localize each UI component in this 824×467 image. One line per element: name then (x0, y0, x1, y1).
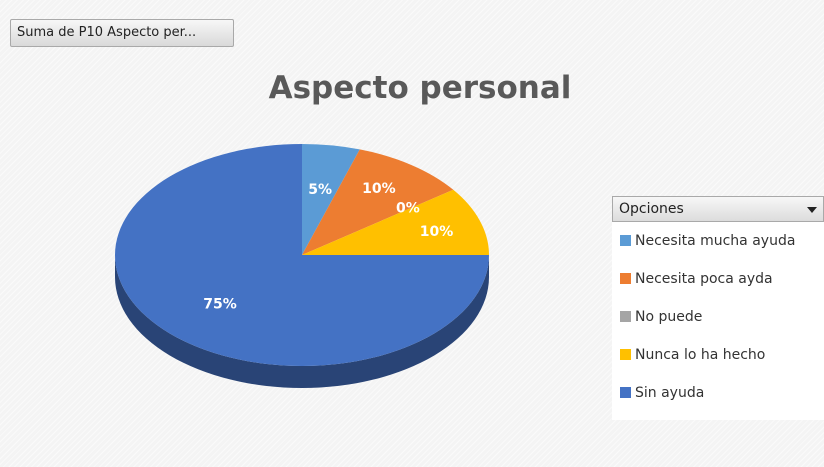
pie-slice-4 (115, 144, 489, 366)
legend-filter-dropdown[interactable]: Opciones (612, 196, 824, 222)
legend-swatch (620, 311, 631, 322)
dropdown-arrow-icon (807, 207, 817, 213)
legend-swatch (620, 349, 631, 360)
pie-data-label-4: 75% (203, 297, 237, 313)
pie-side-walls (115, 255, 489, 388)
legend-swatch (620, 387, 631, 398)
pie-data-label-3: 10% (420, 224, 454, 240)
legend-item-sin-ayuda: Sin ayuda (612, 382, 824, 420)
legend-label: Nunca lo ha hecho (635, 347, 766, 363)
chart-title: Aspecto personal (268, 70, 572, 106)
legend-label: Sin ayuda (635, 385, 705, 401)
legend-swatch (620, 235, 631, 246)
pie-slice-1 (302, 149, 454, 255)
pie-side-4 (115, 255, 489, 388)
pie-data-label-2: 0% (396, 200, 420, 216)
legend-label: No puede (635, 309, 703, 325)
pie-slice-0 (302, 144, 360, 255)
pie-slice-3 (302, 189, 489, 255)
legend: Opciones Necesita mucha ayuda Necesita p… (612, 196, 824, 420)
legend-item-necesita-mucha-ayuda: Necesita mucha ayuda (612, 230, 824, 268)
pie-data-label-1: 10% (362, 181, 396, 197)
legend-label: Necesita poca ayda (635, 271, 773, 287)
legend-header-label: Opciones (619, 201, 684, 217)
pivot-field-button[interactable]: Suma de P10 Aspecto per... (10, 19, 234, 47)
pie-data-labels: 5% 10%0%10% 75% (203, 181, 453, 313)
pie-data-label-0: 5% (308, 182, 332, 198)
legend-item-nunca-lo-ha-hecho: Nunca lo ha hecho (612, 344, 824, 382)
legend-item-no-puede: No puede (612, 306, 824, 344)
legend-label: Necesita mucha ayuda (635, 233, 796, 249)
pivot-field-label: Suma de P10 Aspecto per... (17, 25, 197, 40)
legend-swatch (620, 273, 631, 284)
pie-slices (115, 144, 489, 366)
legend-item-necesita-poca-ayda: Necesita poca ayda (612, 268, 824, 306)
